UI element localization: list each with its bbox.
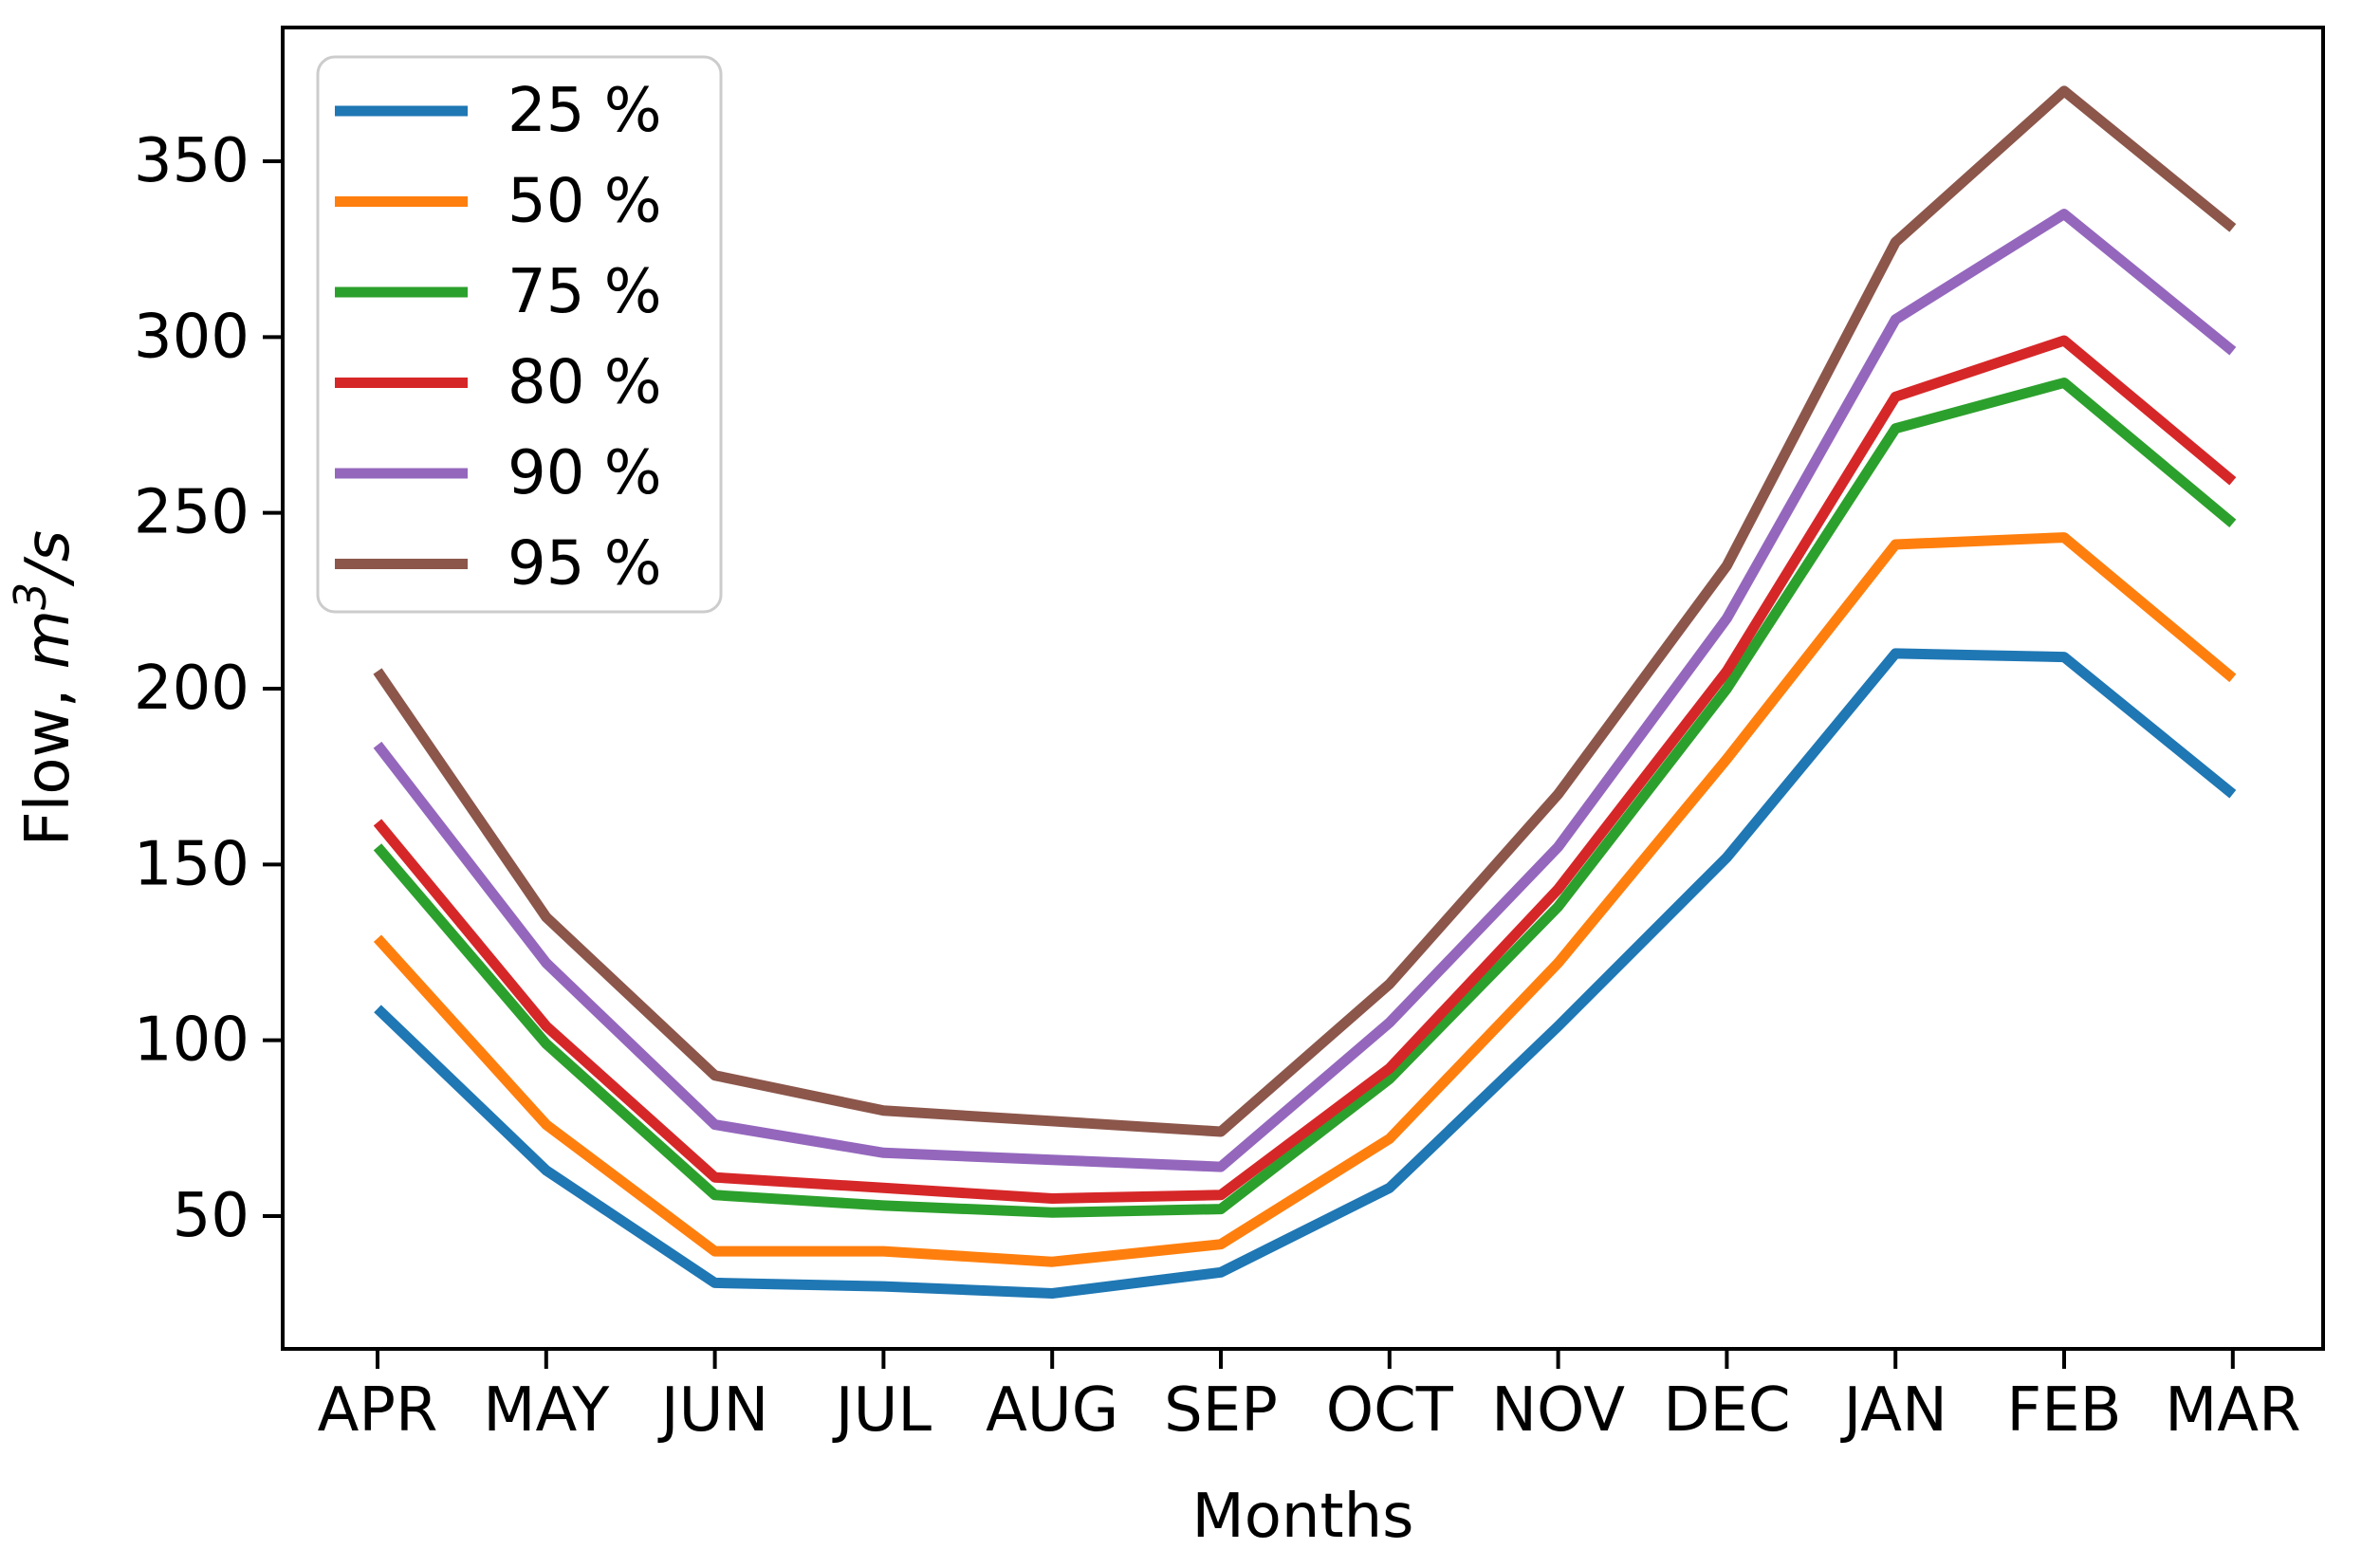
- y-tick-label: 200: [134, 654, 249, 724]
- x-tick-label: FEB: [2006, 1375, 2121, 1446]
- series-line-25-pct: [374, 648, 2237, 1299]
- x-tick-label: AUG: [986, 1375, 1118, 1446]
- x-tick-label: NOV: [1491, 1375, 1625, 1446]
- plot-frame: [281, 26, 2325, 1351]
- x-tick-label: JUN: [657, 1375, 769, 1446]
- series-line-95-pct: [373, 85, 2237, 1137]
- series-line-50-pct: [373, 532, 2237, 1267]
- x-tick-label: MAY: [483, 1375, 610, 1446]
- legend-label: 75 %: [507, 257, 662, 327]
- series-line-90-pct: [373, 209, 2237, 1172]
- x-tick-label: DEC: [1663, 1375, 1790, 1446]
- series-line-80-pct: [373, 335, 2237, 1204]
- x-axis-label: Months: [1192, 1482, 1414, 1552]
- x-tick-label: SEP: [1164, 1375, 1278, 1446]
- y-tick-label: 350: [134, 126, 249, 196]
- legend-label: 90 %: [507, 438, 662, 508]
- y-tick-label: 150: [134, 829, 249, 899]
- y-axis-label: Flow, m3/s: [5, 530, 83, 846]
- x-tick-label: APR: [318, 1375, 438, 1446]
- legend-label: 80 %: [507, 348, 662, 418]
- legend-label: 50 %: [507, 167, 662, 237]
- x-tick-label: OCT: [1326, 1375, 1454, 1446]
- x-tick-label: JAN: [1839, 1375, 1947, 1446]
- series-line-75-pct: [373, 378, 2237, 1218]
- x-tick-label: JUL: [832, 1375, 932, 1446]
- y-tick-label: 100: [134, 1005, 249, 1076]
- x-tick-label: MAR: [2165, 1375, 2300, 1446]
- legend-label: 25 %: [507, 76, 662, 146]
- y-tick-label: 300: [134, 302, 249, 372]
- legend-label: 95 %: [507, 529, 662, 600]
- y-tick-label: 50: [173, 1181, 249, 1251]
- y-tick-label: 250: [134, 478, 249, 548]
